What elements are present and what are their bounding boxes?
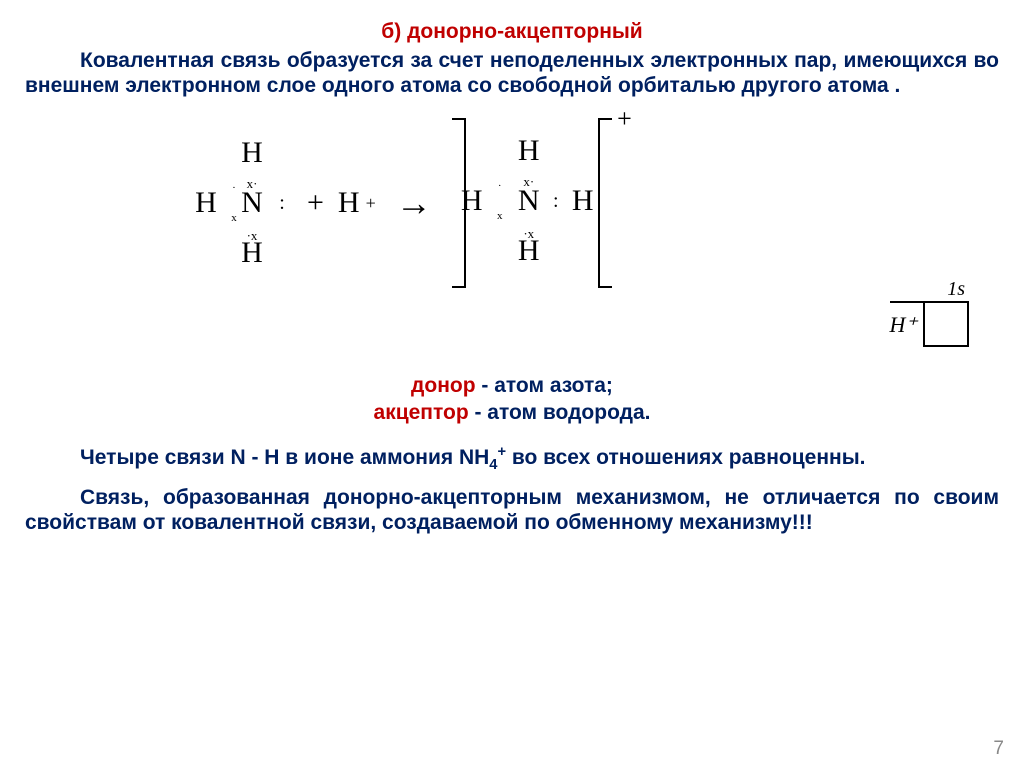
acceptor-label: акцептор [374, 401, 475, 424]
plus-sign: + [307, 186, 324, 220]
orbital-1s-label: 1s [890, 278, 970, 303]
para2-b: во всех отношениях равноценны. [506, 446, 865, 469]
bracket-charge: + [617, 104, 632, 134]
para-conclusion: Связь, образованная донорно-акцепторным … [25, 485, 999, 535]
nh3-molecule: H x· H·x N : ·x H [205, 138, 293, 268]
nh4-bracketed: H x· H·x N :H ·x H + [452, 118, 612, 288]
bracket-right [598, 118, 612, 288]
atom-h: H [194, 188, 218, 218]
acceptor-text: - атом водорода. [474, 401, 650, 424]
atom-h: H [512, 136, 546, 166]
orbital-h-plus: H⁺ [890, 312, 918, 338]
para1-strong: Ковалентная [80, 49, 214, 72]
orbital-diagram: 1s H⁺ [890, 278, 970, 347]
donor-acceptor-labels: донор - атом азота; акцептор - атом водо… [25, 373, 999, 426]
donor-label: донор [411, 374, 476, 397]
arrow-icon: → [390, 182, 438, 224]
bond-dots: : [543, 186, 567, 216]
nh4-molecule: H x· H·x N :H ·x H [466, 118, 598, 288]
atom-h: H [338, 186, 360, 220]
h-plus-ion: H+ [338, 186, 376, 220]
section-title: б) донорно-акцепторный [25, 20, 999, 44]
lone-pair: : [269, 186, 293, 220]
para2-a: Четыре связи N - H в ионе аммония NH [80, 446, 489, 469]
page-number: 7 [993, 738, 1004, 760]
empty-orbital-box [923, 303, 969, 347]
superscript-plus: + [497, 444, 506, 460]
reaction-diagram: H x· H·x N : ·x H + H+ → H x· H·x N :H ·… [25, 108, 999, 368]
atom-h: H [235, 238, 269, 268]
atom-h: H [235, 138, 269, 168]
chem-equation: H x· H·x N : ·x H + H+ → H x· H·x N :H ·… [205, 118, 612, 288]
atom-n: N [235, 186, 269, 220]
bracket-left [452, 118, 466, 288]
atom-n: N [512, 184, 546, 218]
donor-text: - атом азота; [476, 374, 613, 397]
intro-paragraph: Ковалентная связь образуется за счет неп… [25, 48, 999, 98]
para-equivalence: Четыре связи N - H в ионе аммония NH4+ в… [25, 444, 999, 475]
atom-h: H [512, 236, 546, 266]
charge-plus: + [366, 193, 376, 214]
atom-h: H [571, 186, 595, 216]
